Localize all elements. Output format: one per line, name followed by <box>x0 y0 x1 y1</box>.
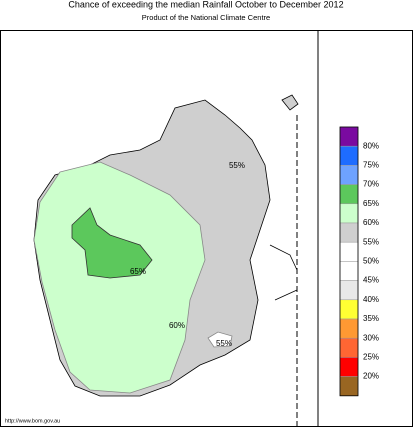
legend-swatch <box>339 299 359 320</box>
legend-label: 80% <box>363 141 379 150</box>
legend-swatch <box>339 241 359 262</box>
legend-swatch <box>339 184 359 205</box>
legend-label: 40% <box>363 295 379 304</box>
legend-label: 65% <box>363 199 379 208</box>
legend-swatch <box>339 222 359 243</box>
legend-label: 25% <box>363 353 379 362</box>
legend-swatch <box>339 376 359 397</box>
map-label: 55% <box>216 339 232 348</box>
legend-swatch <box>339 280 359 301</box>
legend-swatch <box>339 126 359 147</box>
legend-label: 70% <box>363 180 379 189</box>
legend-swatch <box>339 261 359 281</box>
legend-label: 35% <box>363 314 379 323</box>
legend-swatch <box>339 318 359 339</box>
title: Chance of exceeding the median Rainfall … <box>68 0 343 9</box>
subtitle: Product of the National Climate Centre <box>142 13 270 22</box>
coastline <box>269 244 298 301</box>
source-url: http://www.bom.gov.au <box>5 418 60 424</box>
legend-label: 60% <box>363 218 379 227</box>
legend-swatch <box>339 357 359 377</box>
legend-label: 50% <box>363 257 379 266</box>
landmass <box>33 94 299 397</box>
map-label: 55% <box>229 161 245 170</box>
legend-label: 20% <box>363 372 379 381</box>
map-label: 60% <box>169 321 185 330</box>
legend-frame <box>339 126 359 397</box>
legend-swatch <box>339 165 359 185</box>
map-label: 65% <box>130 267 146 276</box>
legend-label: 75% <box>363 161 379 170</box>
legend-label: 45% <box>363 276 379 285</box>
legend-label: 30% <box>363 333 379 342</box>
legend-swatch <box>339 337 359 358</box>
legend-swatch <box>339 145 359 166</box>
legend-label: 55% <box>363 237 379 246</box>
legend-swatch <box>339 203 359 224</box>
